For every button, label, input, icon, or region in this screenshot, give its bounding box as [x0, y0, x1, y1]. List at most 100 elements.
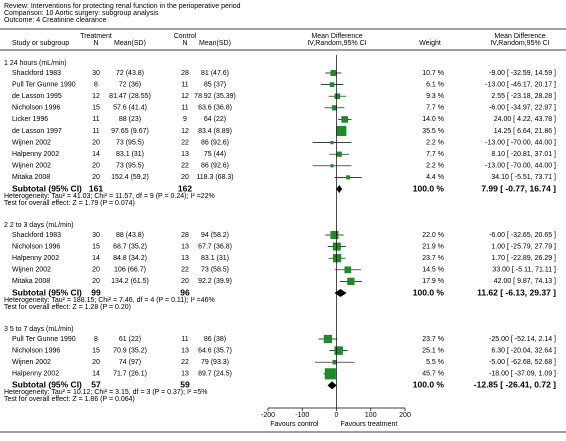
study-marker: [334, 346, 343, 355]
control-n: 28: [181, 70, 189, 77]
treatment-mean-sd: 88 (43.8): [116, 232, 144, 239]
x-tick-label: 100: [365, 412, 377, 419]
control-n: 13: [181, 347, 189, 354]
control-n: 20: [181, 278, 189, 285]
pooled-diamond: [334, 289, 347, 297]
study-marker: [336, 126, 347, 136]
column-header: N: [182, 40, 187, 47]
control-n: 12: [181, 128, 189, 135]
effect-ci: 1.00 [ -25.79, 27.79 ]: [491, 243, 556, 250]
treatment-mean-sd: 83.1 (31): [116, 151, 144, 158]
effect-ci: -6.00 [ -34.97, 22.97 ]: [489, 105, 556, 112]
control-mean-sd: 79 (93.3): [201, 359, 229, 366]
control-n: 9: [183, 116, 187, 123]
pooled-diamond: [327, 381, 337, 390]
x-tick-label: -200: [261, 412, 275, 419]
effect-ci: -25.00 [ -52.14, 2.14 ]: [489, 336, 556, 343]
treatment-n: 14: [92, 371, 100, 378]
treatment-mean-sd: 61 (22): [119, 336, 141, 343]
column-header: Treatment: [80, 33, 112, 40]
study-marker: [324, 368, 336, 380]
effect-ci: 7.99 [ -0.77, 16.74 ]: [481, 183, 556, 193]
treatment-n: 12: [92, 93, 100, 100]
treatment-n: 8: [94, 336, 98, 343]
control-mean-sd: 92.2 (39.9): [198, 278, 232, 285]
control-n: 22: [181, 163, 189, 170]
weight: 2.2 %: [426, 163, 444, 170]
treatment-n: 99: [91, 287, 101, 297]
treatment-n: 15: [92, 105, 100, 112]
treatment-mean-sd: 72 (43.8): [116, 70, 144, 77]
treatment-mean-sd: 70.9 (35.2): [113, 347, 147, 354]
treatment-mean-sd: 152.4 (59.2): [111, 174, 149, 181]
overall-effect: Test for overall effect: Z = 1.79 (P = 0…: [4, 200, 135, 207]
control-mean-sd: 86 (38): [204, 336, 226, 343]
control-n: 11: [181, 105, 188, 112]
control-n: 59: [180, 380, 190, 390]
treatment-n: 57: [91, 380, 101, 390]
study-marker: [347, 277, 355, 286]
study-marker: [332, 254, 342, 263]
study-name: Pull Ter Gunne 1990: [12, 336, 76, 343]
overall-effect: Test for overall effect: Z = 1.86 (P = 0…: [4, 396, 135, 403]
treatment-n: 30: [92, 232, 100, 239]
effect-ci: 6.30 [ -20.04, 32.64 ]: [491, 347, 556, 354]
effect-ci: 14.25 [ 6.64, 21.86 ]: [494, 128, 556, 135]
weight: 23.7 %: [422, 336, 444, 343]
weight: 4.4 %: [426, 174, 444, 181]
treatment-n: 20: [92, 174, 100, 181]
study-name: de Lasson 1995: [12, 93, 62, 100]
study-marker: [334, 93, 341, 99]
review-title: Review: Interventions for protecting ren…: [4, 3, 241, 10]
study-name: Shackford 1983: [12, 232, 61, 239]
study-marker: [330, 140, 334, 145]
control-n: 13: [181, 243, 189, 250]
column-header: Control: [174, 33, 197, 40]
effect-ci: -5.00 [ -62.68, 52.68 ]: [489, 359, 556, 366]
weight: 21.9 %: [422, 243, 444, 250]
heterogeneity: Heterogeneity: Tau² = 188.15; Chi² = 7.4…: [4, 297, 215, 304]
control-mean-sd: 67.7 (36.8): [198, 243, 232, 250]
column-header: Mean Difference: [311, 33, 362, 40]
control-mean-sd: 63.6 (36.8): [198, 105, 232, 112]
study-name: Wijnen 2002: [12, 163, 51, 170]
control-n: 11: [181, 336, 188, 343]
weight: 2.2 %: [426, 139, 444, 146]
comparison: Comparison: 10 Aortic surgery: subgroup …: [4, 10, 159, 17]
study-marker: [344, 266, 352, 274]
column-header: Mean(SD): [114, 40, 146, 47]
control-n: 20: [181, 174, 189, 181]
control-n: 13: [181, 255, 189, 262]
study-name: Halpenny 2002: [12, 151, 59, 158]
control-n: 162: [178, 183, 192, 193]
treatment-mean-sd: 84.8 (34.2): [113, 255, 147, 262]
treatment-mean-sd: 88 (23): [119, 116, 141, 123]
treatment-n: 161: [89, 183, 103, 193]
treatment-n: 11: [92, 128, 99, 135]
study-marker: [323, 334, 333, 344]
treatment-n: 14: [92, 255, 100, 262]
study-name: Wijnen 2002: [12, 267, 51, 274]
effect-ci: 2.55 [ -23.18, 28.28 ]: [491, 93, 556, 100]
study-name: Licker 1996: [12, 116, 48, 123]
control-n: 13: [181, 151, 189, 158]
treatment-mean-sd: 134.2 (61.5): [111, 278, 149, 285]
treatment-n: 8: [94, 81, 98, 88]
study-marker: [330, 164, 334, 168]
control-n: 13: [181, 371, 189, 378]
study-name: Mitaka 2008: [12, 174, 50, 181]
effect-ci: 1.70 [ -22.89, 26.29 ]: [491, 255, 556, 262]
study-name: Pull Ter Gunne 1990: [12, 81, 76, 88]
subtotal-label: Subtotal (95% CI): [12, 287, 82, 297]
treatment-mean-sd: 72 (36): [119, 81, 141, 88]
effect-ci: -13.00 [ -46.17, 20.17 ]: [485, 81, 556, 88]
treatment-n: 20: [92, 278, 100, 285]
effect-ci: -6.00 [ -32.65, 20.65 ]: [489, 232, 556, 239]
control-n: 22: [181, 359, 189, 366]
effect-ci: 33.00 [ -5.11, 71.11 ]: [492, 267, 556, 274]
control-mean-sd: 86 (92.6): [201, 163, 229, 170]
effect-ci: 42.00 [ 9.87, 74.13 ]: [494, 278, 556, 285]
study-marker: [331, 105, 338, 111]
subgroup-label: 1 24 hours (mL/min): [4, 60, 67, 67]
effect-ci: 34.10 [ -5.51, 73.71 ]: [491, 174, 556, 181]
